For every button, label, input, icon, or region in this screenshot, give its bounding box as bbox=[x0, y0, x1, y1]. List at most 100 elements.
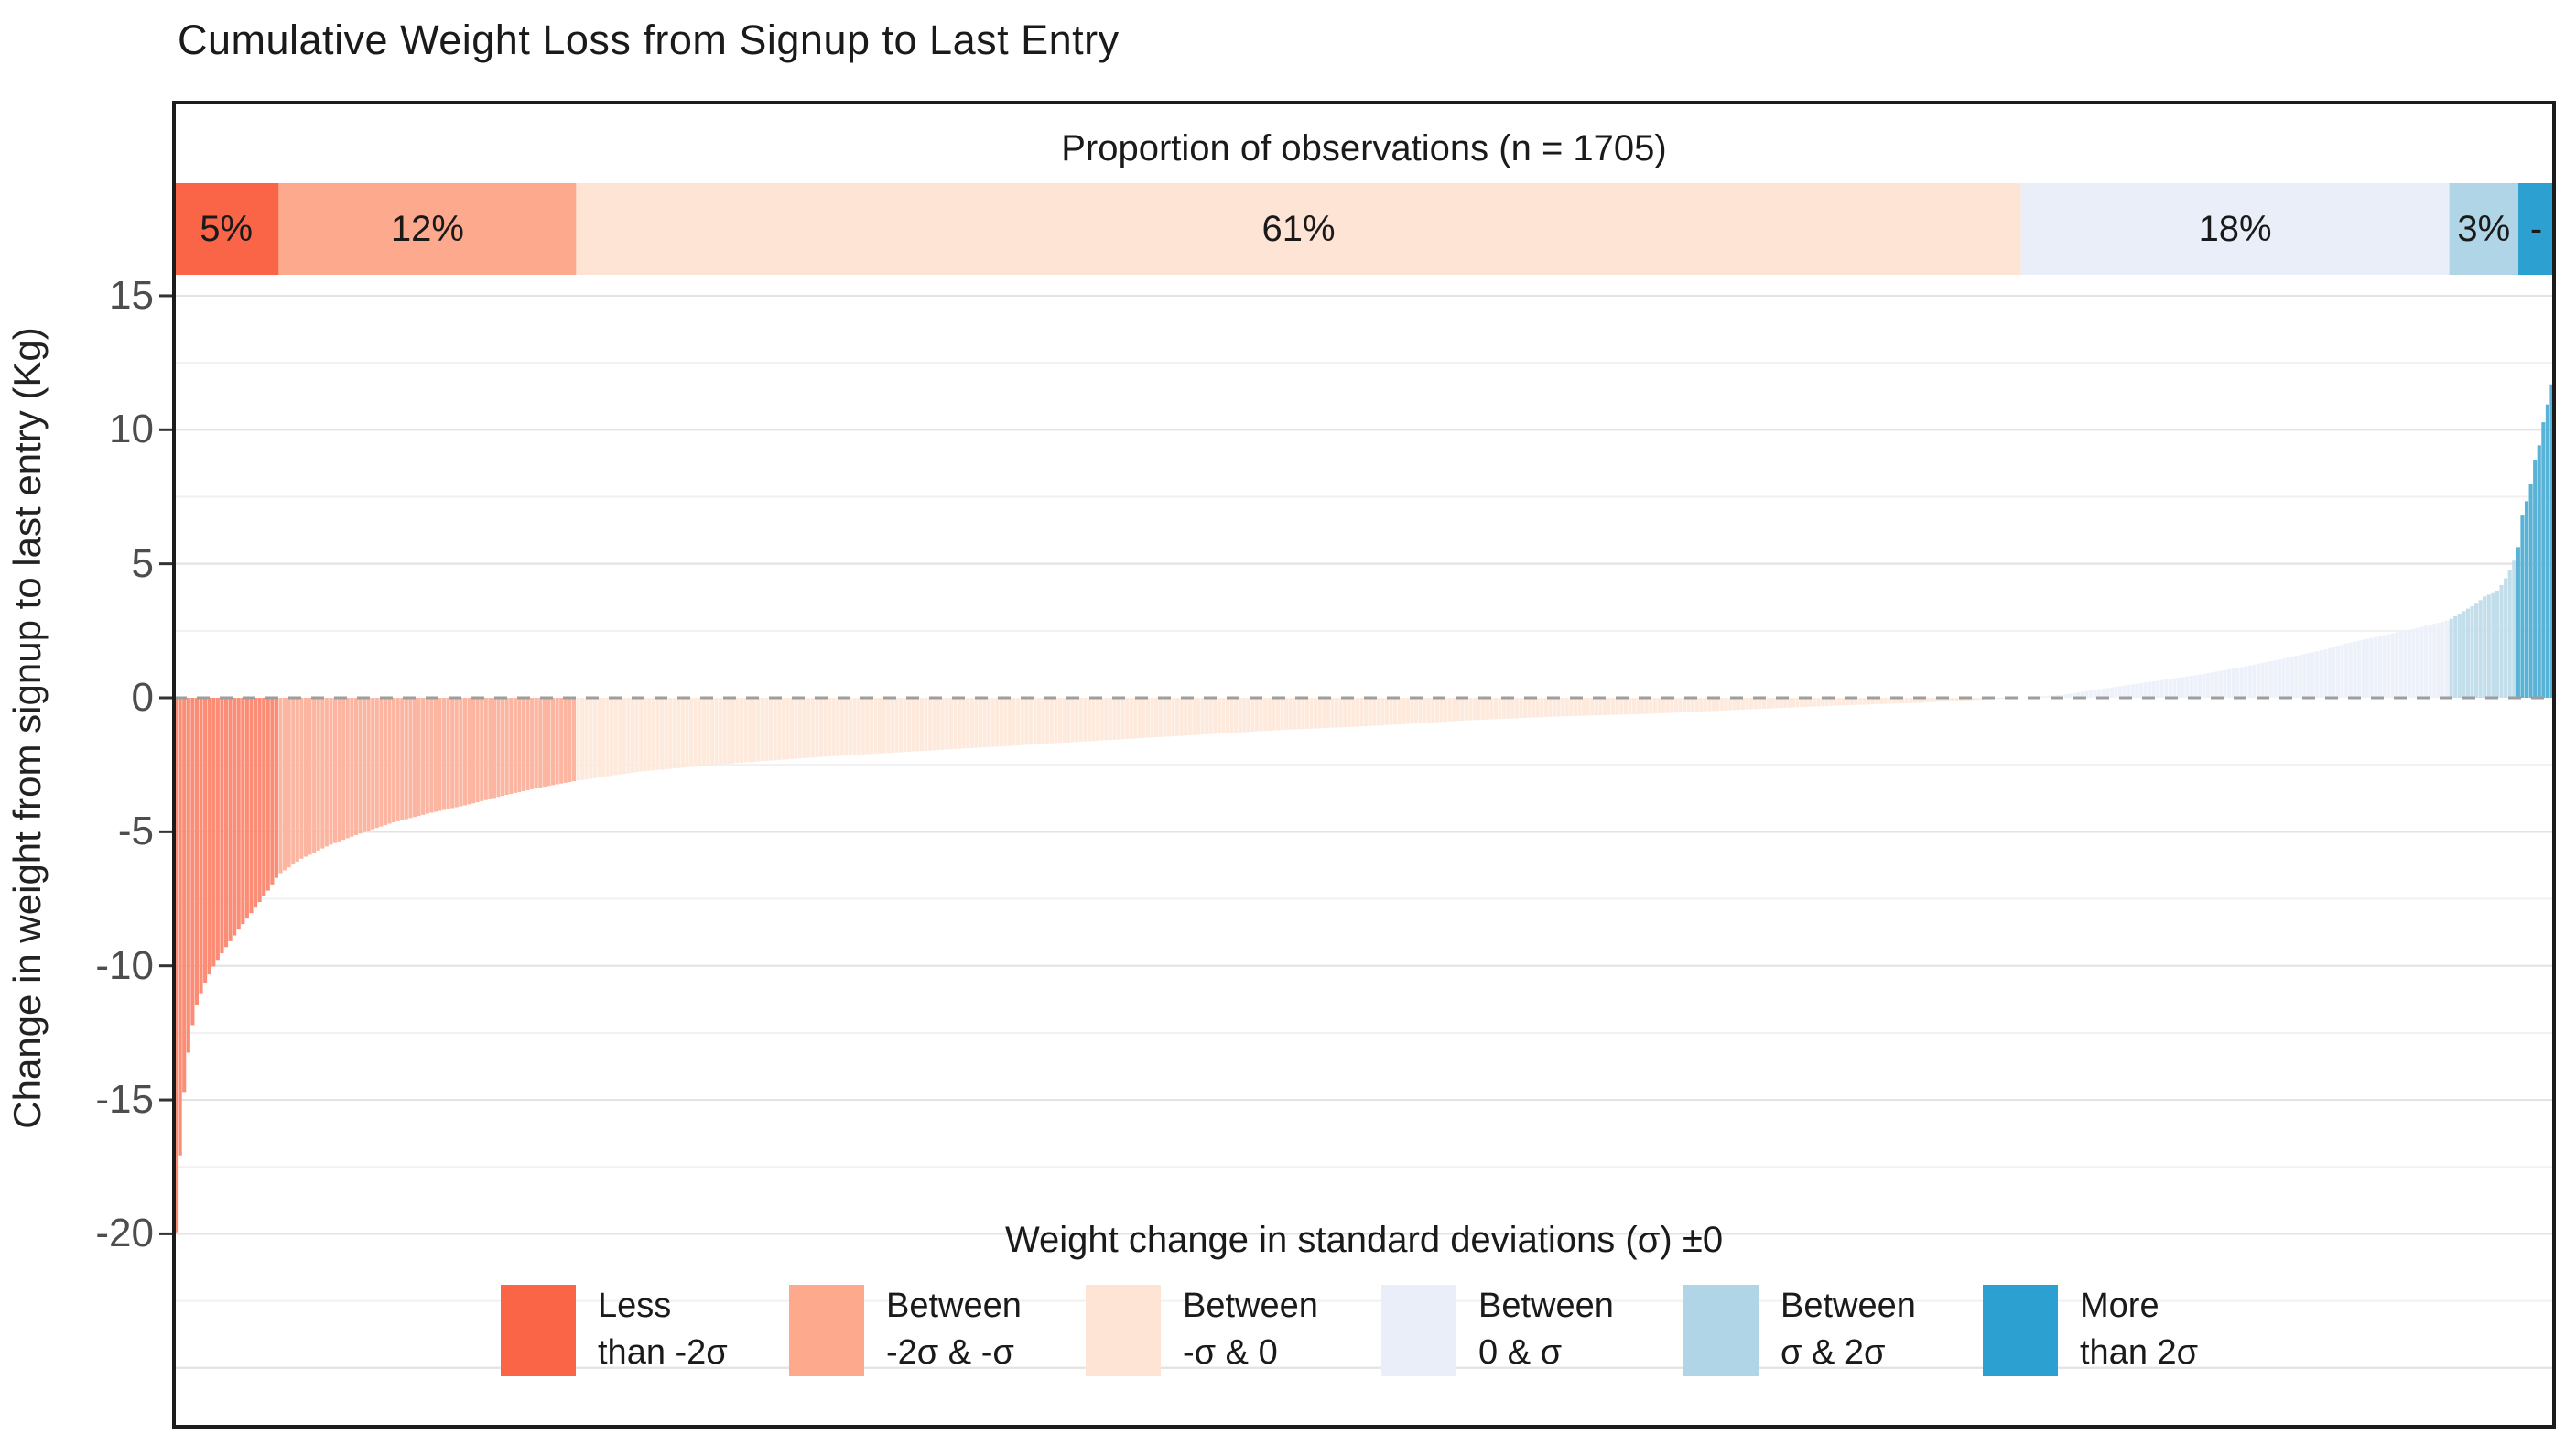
bar bbox=[823, 698, 828, 757]
bar bbox=[483, 698, 488, 800]
bar bbox=[1129, 698, 1133, 739]
bar bbox=[353, 698, 358, 835]
bar bbox=[417, 698, 421, 816]
bar bbox=[1917, 698, 1921, 703]
bar bbox=[2516, 547, 2520, 698]
bar bbox=[1041, 698, 1045, 744]
bar bbox=[1929, 698, 1934, 702]
bar bbox=[555, 698, 559, 785]
bar bbox=[542, 698, 547, 788]
bar bbox=[2156, 680, 2160, 698]
bar bbox=[1858, 698, 1863, 705]
proportion-segment bbox=[2518, 183, 2554, 275]
bar bbox=[1372, 698, 1377, 726]
bar bbox=[739, 698, 744, 763]
bar bbox=[1753, 698, 1758, 710]
bar bbox=[2453, 615, 2458, 698]
bar bbox=[2545, 404, 2549, 698]
bar bbox=[1355, 698, 1359, 727]
bar bbox=[244, 698, 249, 919]
bar bbox=[1867, 698, 1871, 705]
bar bbox=[1707, 698, 1712, 712]
bar bbox=[1272, 698, 1276, 731]
bar bbox=[936, 698, 941, 751]
bar bbox=[2127, 685, 2131, 698]
bar bbox=[186, 698, 190, 1053]
bar bbox=[1946, 698, 1951, 701]
bar bbox=[429, 698, 434, 813]
legend-label-line: Less bbox=[598, 1287, 672, 1325]
bar bbox=[2063, 694, 2068, 698]
bar bbox=[421, 698, 426, 815]
bar bbox=[777, 698, 782, 760]
bar bbox=[2239, 667, 2244, 698]
bar bbox=[810, 698, 815, 758]
bar bbox=[1774, 698, 1779, 709]
bar bbox=[764, 698, 769, 761]
bar bbox=[2415, 627, 2420, 698]
y-tick-label: 10 bbox=[109, 407, 154, 452]
proportion-segment bbox=[2020, 183, 2450, 275]
bar bbox=[618, 698, 622, 775]
bar bbox=[1900, 698, 1905, 704]
bar bbox=[1532, 698, 1536, 718]
bar bbox=[2306, 653, 2311, 698]
bar bbox=[454, 698, 459, 808]
bar bbox=[1652, 698, 1657, 714]
bar bbox=[350, 698, 354, 837]
bar bbox=[2436, 622, 2441, 698]
bar bbox=[1954, 698, 1959, 701]
legend-label-line: than 2σ bbox=[2080, 1333, 2199, 1372]
bar bbox=[860, 698, 865, 755]
bar bbox=[735, 698, 740, 764]
bar bbox=[1510, 698, 1515, 719]
bar bbox=[961, 698, 966, 749]
legend-swatch bbox=[1983, 1285, 2058, 1376]
bar bbox=[332, 698, 338, 843]
bar bbox=[1787, 698, 1791, 708]
bar bbox=[1376, 698, 1380, 726]
bar bbox=[2214, 671, 2219, 698]
bar bbox=[324, 698, 329, 847]
bar bbox=[2159, 679, 2164, 698]
bar bbox=[1125, 698, 1130, 739]
bar bbox=[1514, 698, 1519, 719]
bar bbox=[1670, 698, 1674, 713]
bar bbox=[383, 698, 387, 826]
bar bbox=[1598, 698, 1603, 716]
bar bbox=[1875, 698, 1879, 704]
bar bbox=[1782, 698, 1787, 708]
bar bbox=[1473, 698, 1477, 721]
bar bbox=[1096, 698, 1100, 741]
bar bbox=[932, 698, 936, 751]
bar bbox=[412, 698, 417, 818]
bar bbox=[2042, 696, 2047, 698]
bar bbox=[1137, 698, 1142, 739]
bar bbox=[2247, 665, 2252, 698]
bar bbox=[1519, 698, 1523, 719]
bar bbox=[1024, 698, 1029, 745]
bar bbox=[2444, 620, 2450, 698]
bar bbox=[1573, 698, 1577, 716]
bar bbox=[1229, 698, 1234, 733]
bar bbox=[668, 698, 673, 769]
bar bbox=[568, 698, 572, 782]
bar bbox=[1447, 698, 1452, 722]
bar bbox=[894, 698, 899, 753]
bar bbox=[2093, 690, 2097, 698]
bar bbox=[2235, 668, 2240, 698]
bar bbox=[731, 698, 735, 764]
legend-label-line: Between bbox=[1183, 1287, 1318, 1325]
bar bbox=[2470, 606, 2474, 698]
bar bbox=[1184, 698, 1188, 736]
bar bbox=[714, 698, 719, 766]
bar bbox=[2101, 689, 2105, 698]
bar bbox=[915, 698, 920, 752]
bar bbox=[748, 698, 752, 763]
y-tick-label: -5 bbox=[117, 809, 154, 854]
bar bbox=[990, 698, 995, 747]
bar bbox=[1891, 698, 1896, 704]
bar bbox=[1477, 698, 1481, 721]
bar bbox=[1548, 698, 1553, 717]
bar bbox=[509, 698, 514, 794]
